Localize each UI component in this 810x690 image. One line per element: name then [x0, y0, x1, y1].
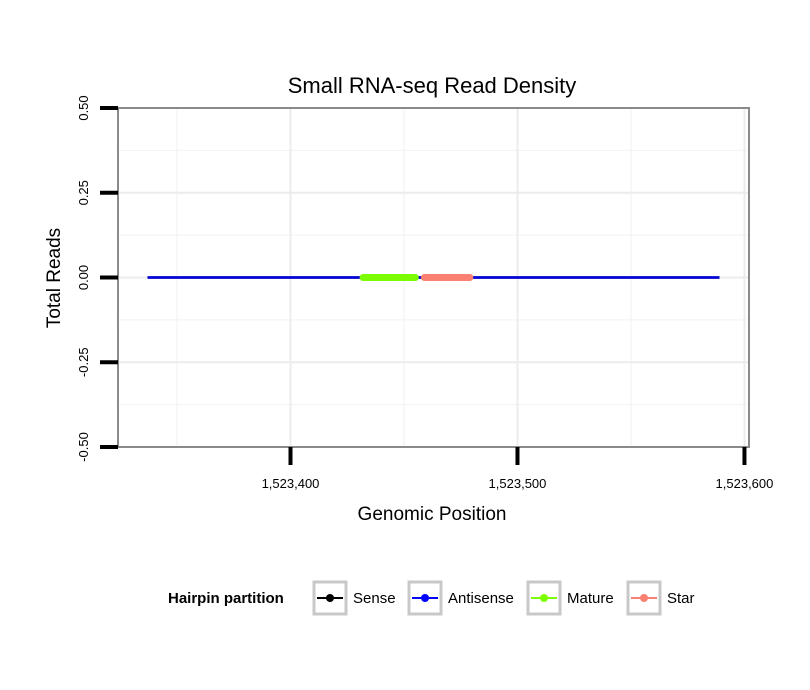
- legend-label-star: Star: [667, 590, 695, 607]
- legend-key-point: [421, 594, 429, 602]
- legend-label-mature: Mature: [567, 590, 614, 607]
- legend-label-sense: Sense: [353, 590, 396, 607]
- legend-label-antisense: Antisense: [448, 590, 514, 607]
- chart-title: Small RNA-seq Read Density: [288, 73, 577, 98]
- legend: Hairpin partition Sense Antisense Mature St…: [168, 580, 695, 616]
- legend-key-point: [640, 594, 648, 602]
- y-tick-label: -0.25: [76, 347, 91, 377]
- legend-title: Hairpin partition: [168, 590, 284, 607]
- x-axis-title: Genomic Position: [358, 504, 507, 525]
- legend-key-point: [540, 594, 548, 602]
- y-tick-label: 0.50: [76, 95, 91, 120]
- x-tick-label: 1,523,600: [716, 476, 774, 491]
- x-tick-label: 1,523,500: [489, 476, 547, 491]
- x-tick-label: 1,523,400: [262, 476, 320, 491]
- y-tick-label: 0.00: [76, 265, 91, 290]
- y-tick-label: 0.25: [76, 180, 91, 205]
- y-axis-title: Total Reads: [44, 228, 65, 328]
- y-tick-label: -0.50: [76, 432, 91, 462]
- legend-key-point: [326, 594, 334, 602]
